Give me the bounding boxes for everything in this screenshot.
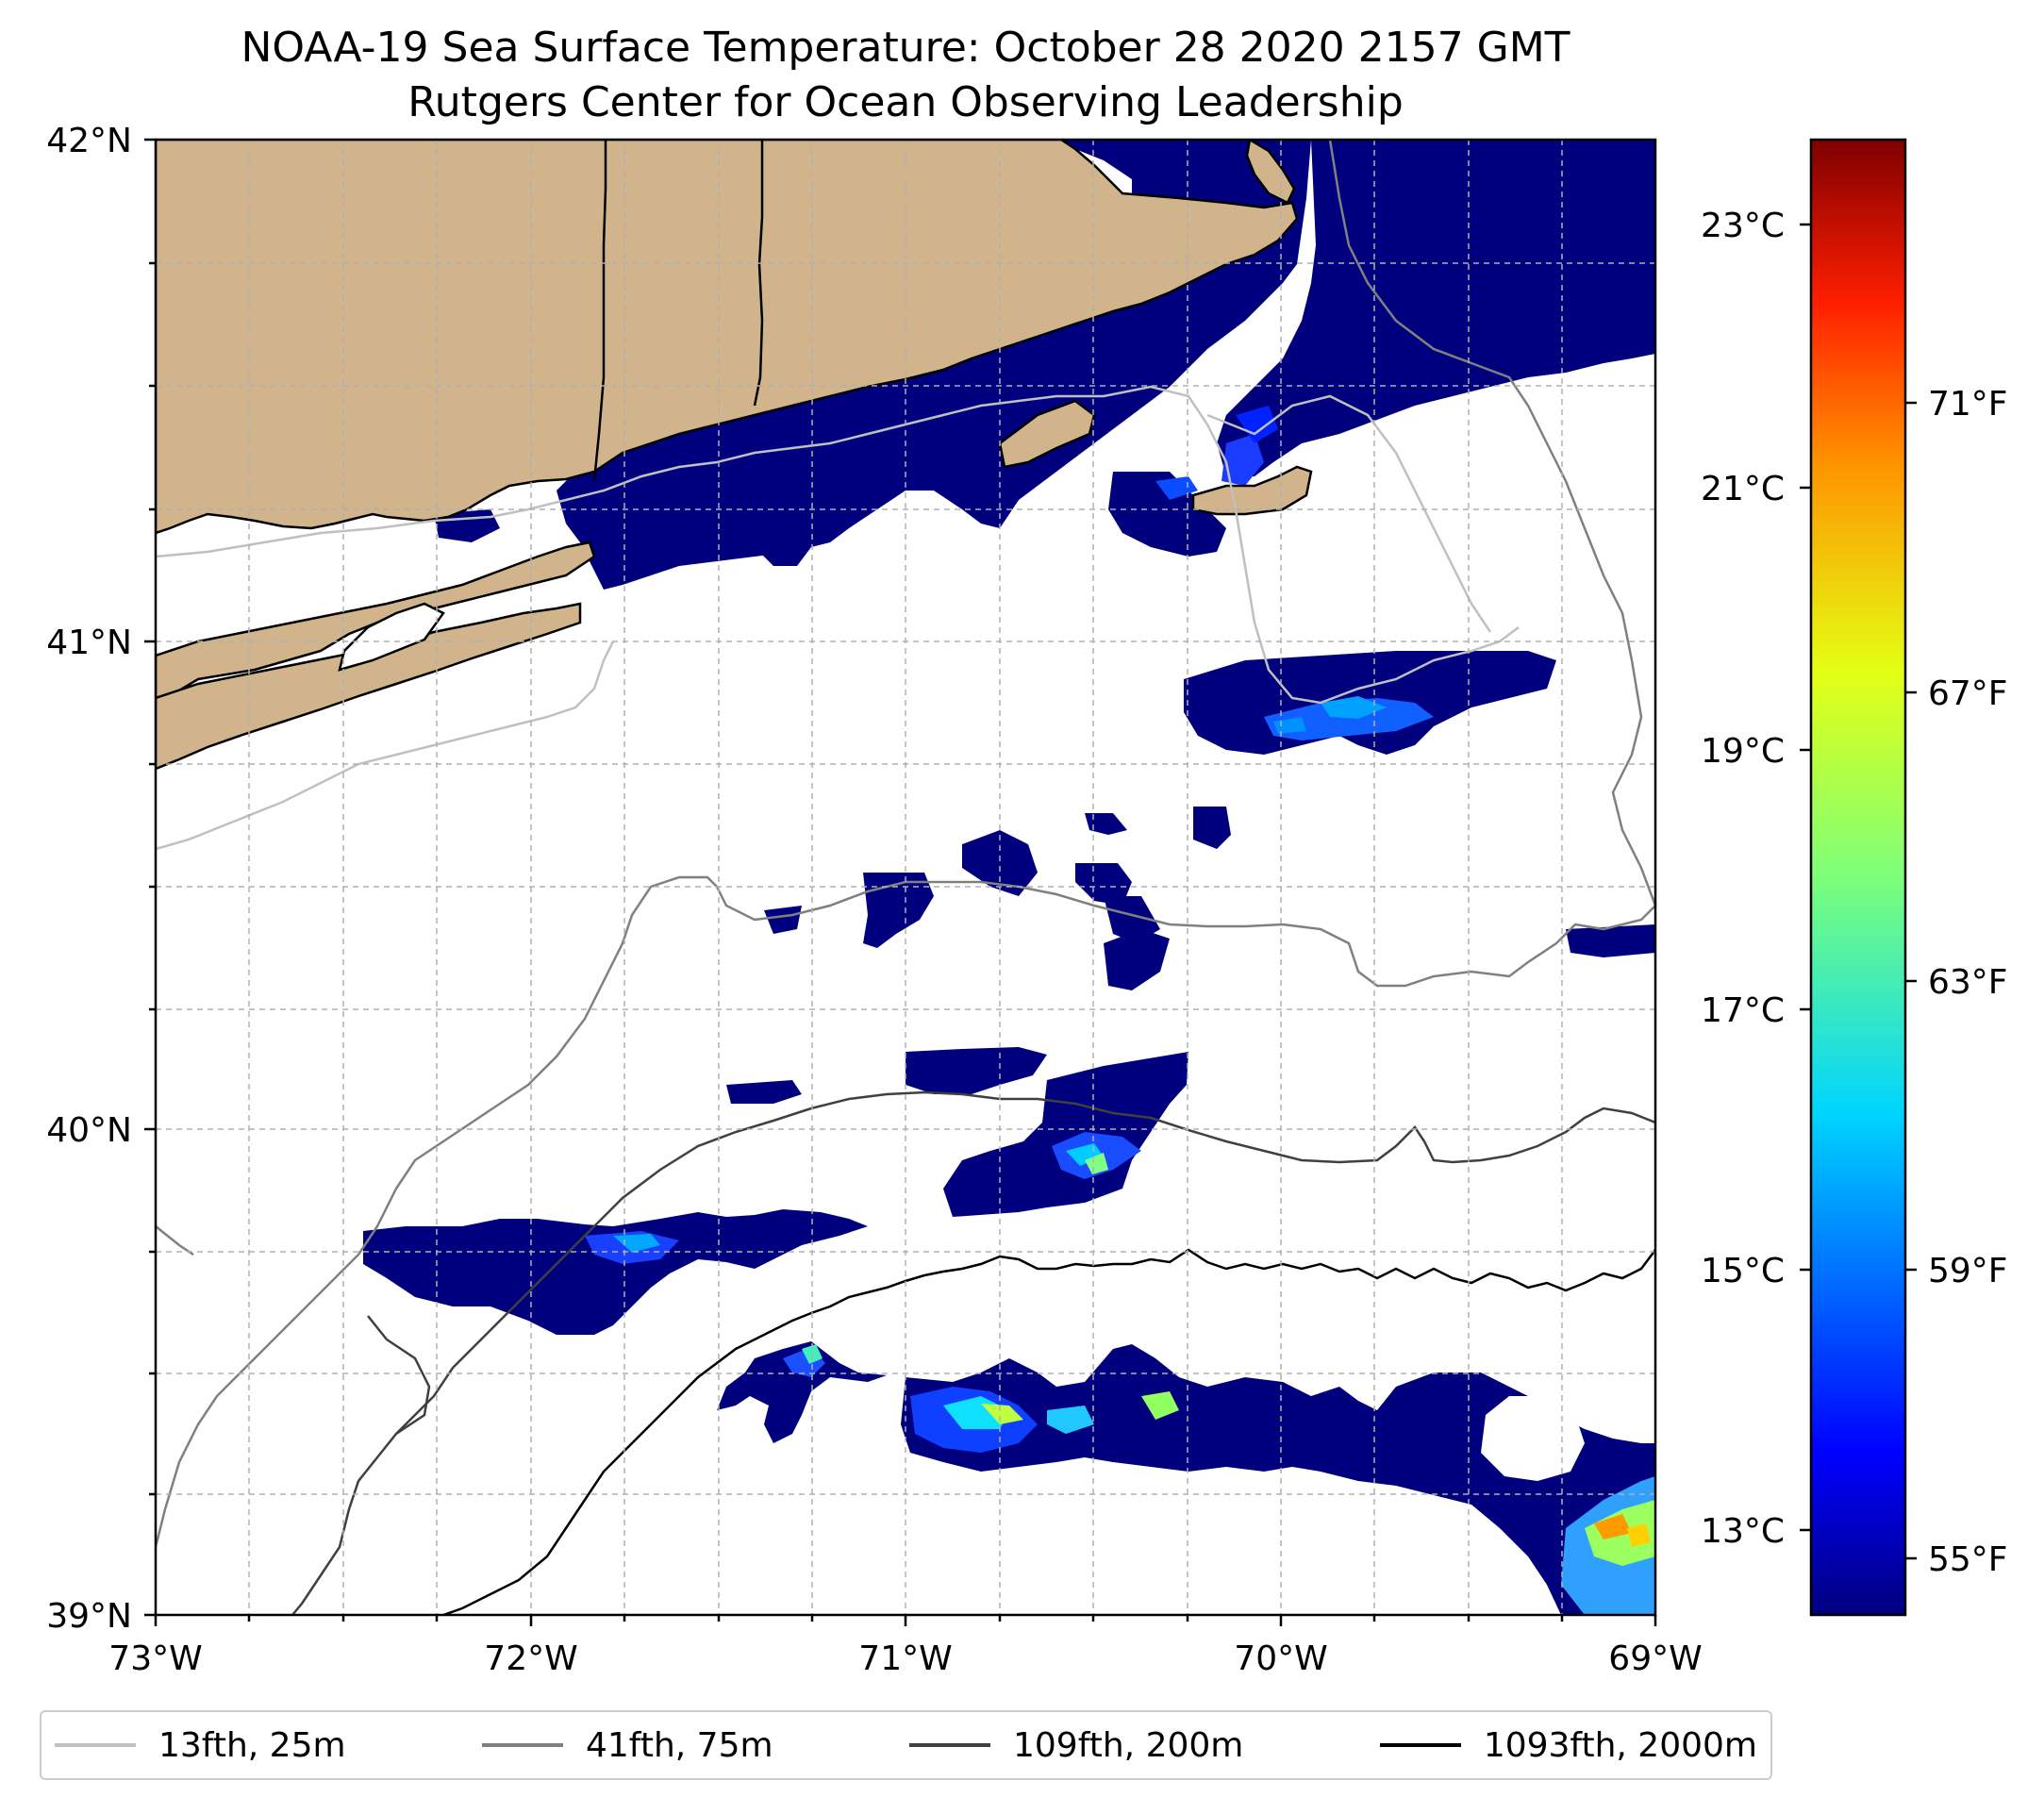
colorbar-celsius-label: 19°C	[1701, 732, 1785, 771]
legend-line-200m	[909, 1743, 990, 1747]
legend-line-25m	[55, 1743, 136, 1747]
contour-200m	[291, 1090, 1655, 1615]
map-area	[156, 140, 1655, 1615]
lat-label: 39°N	[46, 1597, 132, 1636]
colorbar-celsius-label: 13°C	[1701, 1512, 1785, 1551]
colorbar-fahrenheit-label: 63°F	[1928, 963, 2008, 1002]
lat-label: 40°N	[46, 1111, 132, 1150]
land	[156, 140, 1313, 771]
legend-item: 41fth, 75m	[482, 1726, 773, 1765]
colorbar-fahrenheit-label: 55°F	[1928, 1540, 2008, 1579]
colorbar-celsius-label: 21°C	[1701, 470, 1785, 508]
colorbar-frame	[1809, 138, 1907, 1617]
colorbar-celsius-ticks	[1800, 223, 1811, 1532]
lon-label: 69°W	[1608, 1639, 1702, 1678]
colorbar	[1811, 140, 1905, 1615]
legend-label: 1093fth, 2000m	[1483, 1725, 1757, 1765]
colorbar-fahrenheit-ticks	[1905, 401, 1917, 1560]
colorbar-celsius-label: 23°C	[1701, 207, 1785, 245]
state-borders	[592, 140, 764, 482]
contour-2000m	[442, 1248, 1655, 1615]
axis-ticks	[144, 138, 1657, 1626]
legend-label: 41fth, 75m	[586, 1725, 773, 1765]
legend-label: 109fth, 200m	[1013, 1725, 1244, 1765]
legend-item: 109fth, 200m	[909, 1726, 1243, 1765]
map-subtitle: Rutgers Center for Ocean Observing Leade…	[407, 78, 1404, 126]
legend-line-75m	[482, 1743, 563, 1747]
contour-25m	[156, 385, 1520, 851]
lat-label: 42°N	[46, 122, 132, 160]
lat-label: 41°N	[46, 624, 132, 662]
colorbar-fahrenheit-label: 59°F	[1928, 1252, 2008, 1290]
contour-legend: 13fth, 25m 41fth, 75m 109fth, 200m 1093f…	[40, 1710, 1772, 1780]
colorbar-fahrenheit-label: 71°F	[1928, 385, 2008, 424]
legend-label: 13fth, 25m	[158, 1725, 346, 1765]
gridlines	[156, 140, 1655, 1615]
colorbar-celsius-label: 15°C	[1701, 1252, 1785, 1290]
sst-warm-patches	[585, 406, 1655, 1615]
lon-label: 71°W	[858, 1639, 952, 1678]
bathymetry-contours	[156, 140, 1655, 1615]
colorbar-fahrenheit-label: 67°F	[1928, 674, 2008, 713]
legend-line-2000m	[1379, 1743, 1461, 1747]
lon-label: 72°W	[484, 1639, 577, 1678]
legend-item: 13fth, 25m	[55, 1726, 346, 1765]
colorbar-celsius-label: 17°C	[1701, 991, 1785, 1030]
lon-label: 70°W	[1234, 1639, 1327, 1678]
legend-item: 1093fth, 2000m	[1379, 1725, 1757, 1765]
lon-label: 73°W	[108, 1639, 202, 1678]
map-title: NOAA-19 Sea Surface Temperature: October…	[241, 24, 1570, 72]
